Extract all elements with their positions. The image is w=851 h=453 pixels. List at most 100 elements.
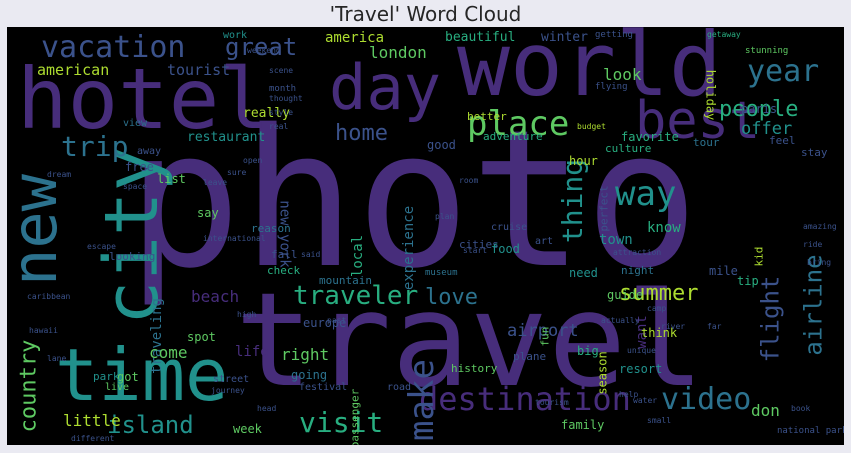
word-check: check: [267, 264, 301, 277]
word-cruise: cruise: [491, 222, 528, 233]
word-better: better: [467, 110, 507, 123]
word-night: night: [621, 264, 655, 277]
word-fall: fall: [271, 248, 298, 261]
word-book: book: [791, 404, 811, 413]
word-hotel: hotel: [17, 50, 270, 148]
word-bring: bring: [807, 258, 832, 267]
word-start: start: [463, 246, 488, 255]
word-away: away: [137, 146, 162, 157]
word-getaway: getaway: [707, 30, 741, 39]
word-don: don: [751, 401, 780, 420]
word-day: day: [329, 51, 441, 124]
word-family: family: [561, 418, 605, 432]
word-looking: looking: [109, 250, 156, 263]
word-time: time: [55, 333, 229, 417]
word-really: really: [243, 106, 290, 121]
word-thought: thought: [269, 94, 303, 103]
word-country: country: [16, 339, 42, 433]
word-need: need: [569, 266, 598, 280]
word-tourism: tourism: [535, 398, 569, 407]
word-spot: spot: [187, 330, 216, 344]
chart-title: 'Travel' Word Cloud: [329, 2, 522, 26]
word-said: said: [301, 250, 321, 259]
word-love: love: [425, 285, 478, 310]
word-beautiful: beautiful: [445, 30, 516, 45]
word-big: big: [577, 344, 599, 358]
word-holiday: holiday: [703, 69, 718, 121]
word-hawaii: hawaii: [29, 326, 58, 335]
word-mountain: mountain: [319, 274, 372, 287]
word-summer: summer: [619, 281, 699, 306]
word-national-park: national park: [777, 426, 844, 436]
word-open: open: [243, 156, 263, 165]
word-perfect: perfect: [597, 185, 611, 232]
word-tip: tip: [737, 274, 759, 288]
word-airport: airport: [507, 321, 579, 341]
word-culture: culture: [605, 142, 652, 155]
word-look: look: [603, 65, 642, 84]
word-work: work: [223, 30, 248, 41]
word-thing: thing: [556, 158, 590, 244]
word-tourist: tourist: [167, 61, 231, 79]
word-plane: plane: [513, 350, 547, 363]
word-month: month: [269, 84, 297, 94]
word-place: place: [467, 104, 570, 144]
word-good: good: [427, 138, 456, 152]
word-travel: travel: [235, 264, 705, 416]
word-traveler: traveler: [293, 281, 419, 311]
word-paris: paris: [741, 102, 778, 116]
word-amazing: amazing: [803, 222, 837, 231]
word-stay: stay: [801, 146, 828, 159]
word-unique: unique: [627, 346, 656, 355]
word-far: far: [707, 322, 722, 331]
word-hour: hour: [569, 154, 598, 168]
word-park: park: [93, 370, 120, 383]
word-experience: experience: [401, 205, 418, 291]
word-winter: winter: [541, 30, 588, 45]
word-american: american: [37, 61, 110, 79]
word-best: best: [635, 91, 761, 151]
word-water: water: [633, 396, 658, 405]
word-small: small: [647, 416, 672, 425]
word-going: going: [291, 368, 328, 382]
word-high: high: [237, 310, 257, 319]
word-road: road: [387, 382, 412, 393]
word-live: live: [105, 382, 130, 393]
word-street: street: [213, 374, 250, 385]
word-tour: tour: [693, 136, 720, 149]
word-resort: resort: [619, 362, 663, 376]
word-mile: mile: [709, 264, 738, 278]
word-make: make: [401, 359, 442, 441]
word-getting: getting: [595, 30, 633, 40]
word-home: home: [335, 121, 388, 146]
word-camp: camp: [647, 304, 667, 313]
word-restaurant: restaurant: [187, 130, 266, 145]
word-little: little: [63, 411, 121, 430]
word-fun: fun: [538, 326, 552, 347]
word-beach: beach: [191, 287, 240, 306]
word-space: space: [123, 182, 148, 191]
word-help: help: [619, 390, 639, 399]
word-list: list: [157, 172, 186, 186]
word-scene: scene: [269, 66, 294, 75]
word-caribbean: caribbean: [27, 292, 71, 301]
word-guide: guide: [607, 288, 644, 302]
word-art: art: [535, 236, 554, 247]
word-london: london: [369, 43, 427, 62]
word-room: room: [459, 176, 479, 185]
word-new: new: [7, 174, 71, 286]
word-budget: budget: [577, 122, 606, 131]
word-think: think: [641, 326, 678, 340]
word-come: come: [149, 343, 188, 362]
word-sure: sure: [227, 168, 247, 177]
word-international: international: [203, 234, 266, 243]
word-people: people: [719, 97, 799, 122]
word-passenger: passenger: [348, 388, 362, 445]
word-favorite: favorite: [621, 130, 679, 144]
word-attraction: attraction: [613, 248, 662, 257]
word-leave: leave: [203, 178, 228, 187]
word-video: video: [661, 382, 752, 417]
word-plan: plan: [435, 212, 455, 221]
word-head: head: [257, 404, 277, 413]
word-view: view: [123, 118, 148, 129]
